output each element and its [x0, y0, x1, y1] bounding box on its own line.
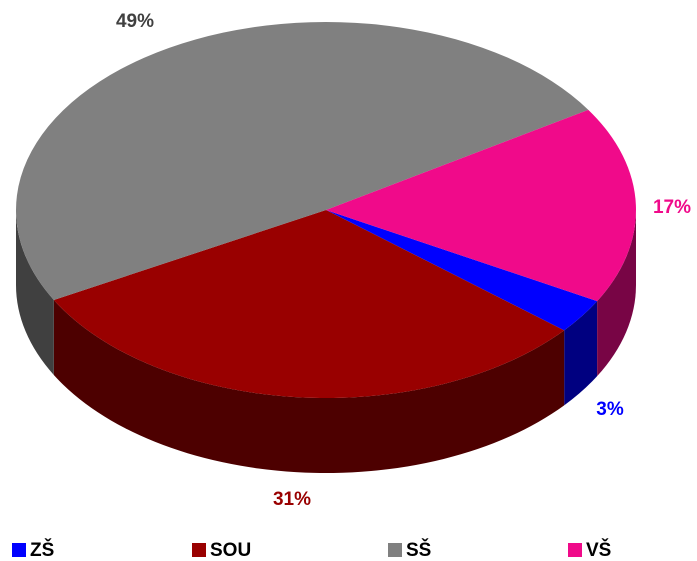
slice-side	[564, 301, 598, 406]
slice-side	[53, 299, 565, 473]
legend-swatch	[388, 543, 402, 557]
data-label: 31%	[273, 489, 311, 510]
slice	[53, 210, 565, 399]
slice-side	[597, 210, 636, 377]
data-label: 3%	[596, 399, 624, 420]
slice	[15, 21, 589, 300]
legend-label: ZŠ	[30, 539, 54, 561]
slice	[326, 109, 636, 302]
legend-label: SOU	[210, 540, 251, 561]
legend-swatch	[568, 543, 582, 557]
legend-swatch	[192, 543, 206, 557]
legend-label: SŠ	[406, 539, 431, 561]
slice-side	[15, 210, 54, 375]
legend-swatch	[12, 543, 26, 557]
slice	[326, 210, 598, 331]
data-label: 49%	[116, 11, 154, 32]
legend-label: VŠ	[586, 539, 611, 561]
data-label: 17%	[653, 197, 691, 218]
